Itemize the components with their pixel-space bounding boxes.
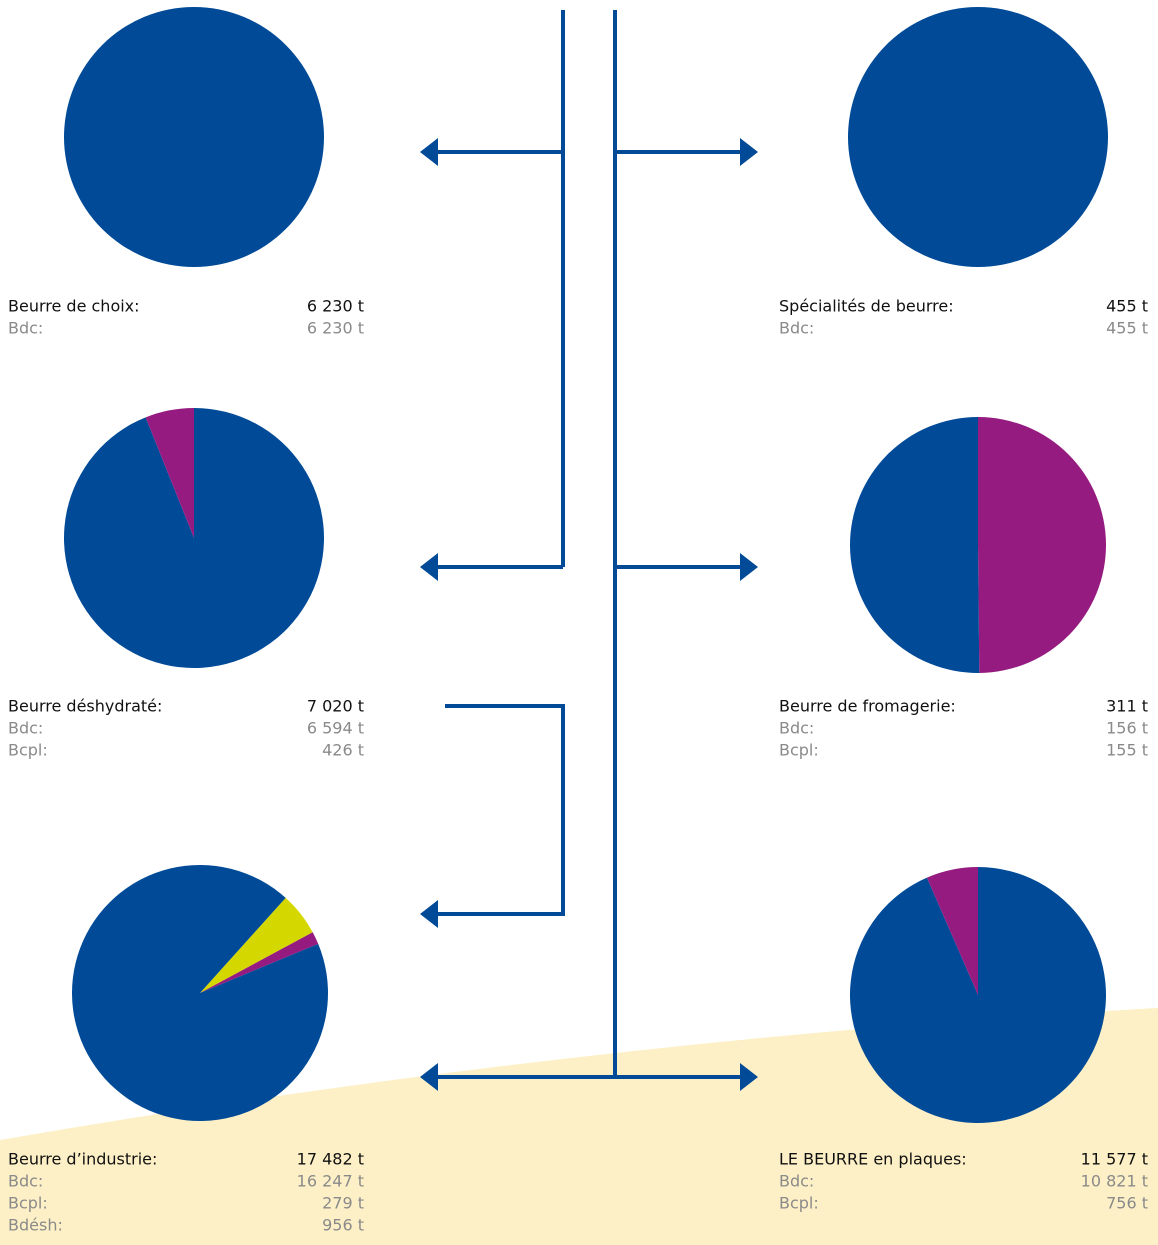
background-band: [0, 1008, 1158, 1245]
value-label: 156 t: [1106, 719, 1148, 738]
value-label: 956 t: [322, 1216, 364, 1235]
pie-slice: [200, 932, 319, 993]
arrow-heads: [420, 138, 758, 1091]
pie-slice: [926, 867, 978, 995]
pie-title: Beurre déshydraté:: [8, 697, 162, 716]
pie-total: 17 482 t: [297, 1150, 364, 1169]
pie-slice: [978, 416, 1106, 673]
pie-slice: [850, 417, 980, 673]
pie-total: 11 577 t: [1081, 1150, 1148, 1169]
category-label: Bdésh:: [8, 1216, 63, 1235]
category-label: Bdc:: [8, 719, 43, 738]
pie-title: Beurre de fromagerie:: [779, 697, 956, 716]
pie-total: 455 t: [1106, 297, 1148, 316]
category-label: Bdc:: [8, 1172, 43, 1191]
pie-total: 6 230 t: [307, 297, 364, 316]
category-label: Bcpl:: [779, 1194, 819, 1213]
pie-slice: [145, 408, 194, 538]
pie-total: 7 020 t: [307, 697, 364, 716]
category-label: Bdc:: [8, 319, 43, 338]
value-label: 455 t: [1106, 319, 1148, 338]
value-label: 16 247 t: [297, 1172, 364, 1191]
pie-slice: [850, 867, 1107, 1123]
pie-slice: [71, 865, 329, 1121]
branch-lines: [432, 150, 746, 1079]
pie-title: Beurre d’industrie:: [8, 1150, 157, 1169]
value-label: 6 594 t: [307, 719, 364, 738]
pie-total: 311 t: [1106, 697, 1148, 716]
pie-title: Beurre de choix:: [8, 297, 140, 316]
value-label: 10 821 t: [1081, 1172, 1148, 1191]
category-label: Bdc:: [779, 1172, 814, 1191]
category-label: Bdc:: [779, 319, 814, 338]
pie-slice: [64, 7, 324, 267]
pie-title: Spécialités de beurre:: [779, 297, 954, 316]
category-label: Bcpl:: [8, 741, 48, 760]
category-label: Bcpl:: [8, 1194, 48, 1213]
connector-diagram: [420, 10, 758, 1091]
pie-title: LE BEURRE en plaques:: [779, 1150, 967, 1169]
category-label: Bdc:: [779, 719, 814, 738]
trunk-lines: [561, 10, 617, 1077]
value-label: 426 t: [322, 741, 364, 760]
value-label: 155 t: [1106, 741, 1148, 760]
pie-slice: [63, 408, 324, 668]
pie-slice: [848, 7, 1108, 267]
value-label: 279 t: [322, 1194, 364, 1213]
value-label: 756 t: [1106, 1194, 1148, 1213]
value-label: 6 230 t: [307, 319, 364, 338]
pie-slice: [200, 897, 313, 993]
category-label: Bcpl:: [779, 741, 819, 760]
